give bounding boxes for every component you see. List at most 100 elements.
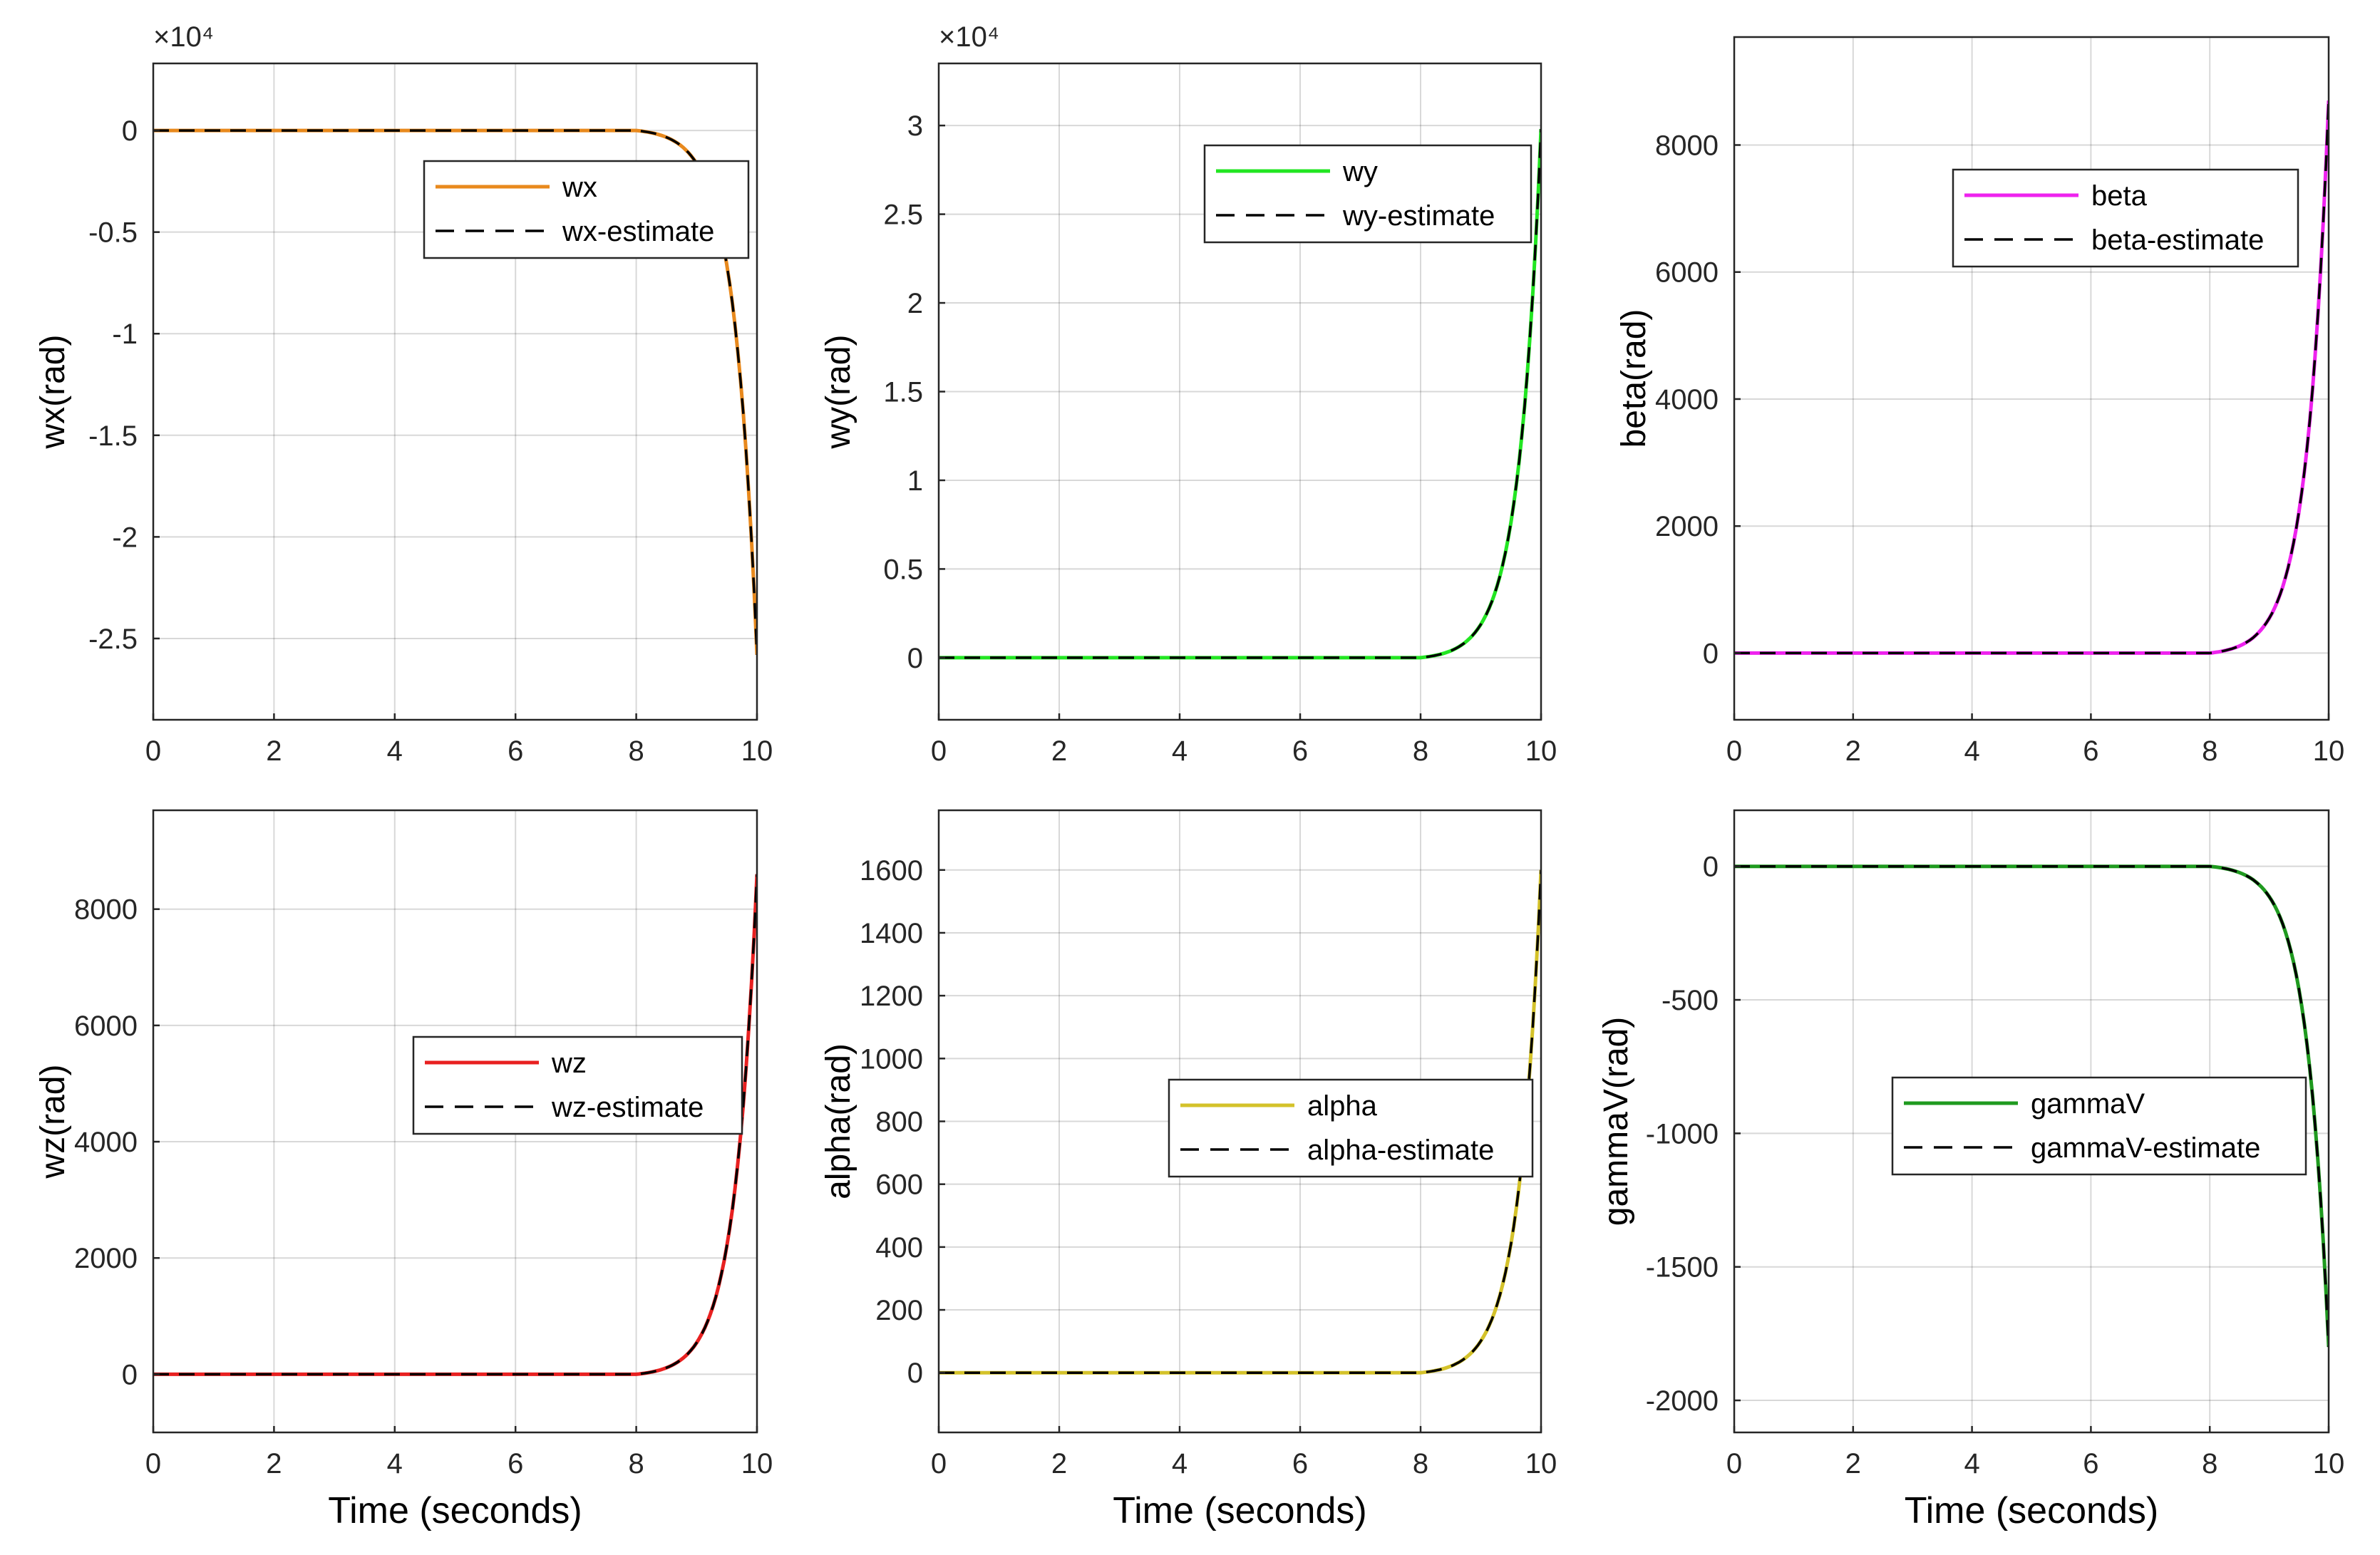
y-tick-label: 1400 xyxy=(860,918,923,949)
series-line-wy-estimate xyxy=(939,129,1541,659)
y-tick-label: 0.5 xyxy=(883,554,923,585)
y-axis-label: wx(rad) xyxy=(34,334,72,449)
axes-box xyxy=(1733,36,2330,721)
legend-label-wy: wy xyxy=(1342,156,1378,187)
legend-label-beta: beta xyxy=(2091,180,2148,212)
y-tick-label: 1000 xyxy=(860,1043,923,1075)
x-tick-label: 4 xyxy=(1964,1448,1979,1479)
legend-label-wx: wx xyxy=(562,172,597,203)
subplot-beta: 0 2 4 6 8 1002000400060008000beta(rad)betabet… xyxy=(1615,36,2344,767)
x-tick-label: 6 xyxy=(2083,1448,2098,1479)
y-tick-label: 2000 xyxy=(74,1243,138,1274)
y-tick-label: 1600 xyxy=(860,855,923,887)
y-tick-label: 4000 xyxy=(1655,384,1719,415)
x-tick-label: 6 xyxy=(1292,1448,1308,1479)
y-tick-label: -1.5 xyxy=(88,420,138,452)
legend-label-wz: wz xyxy=(551,1048,587,1079)
y-tick-label: -500 xyxy=(1662,985,1719,1016)
x-tick-label: 10 xyxy=(741,1448,773,1479)
legend-box xyxy=(1891,1076,2307,1176)
x-tick-label: 6 xyxy=(508,1448,523,1479)
legend: wx wx-estimate xyxy=(423,160,750,259)
legend: wz wz-estimate xyxy=(412,1035,743,1135)
y-tick-label: 600 xyxy=(875,1169,923,1201)
x-tick-label: 6 xyxy=(508,735,523,767)
y-tick-label: 2000 xyxy=(1655,511,1719,542)
series-line-gammaV-estimate xyxy=(1734,864,2329,1348)
x-tick-label: 4 xyxy=(1964,735,1979,767)
y-exponent-label: ×10⁴ xyxy=(939,21,999,53)
y-tick-label: 0 xyxy=(907,1358,923,1389)
x-tick-label: 8 xyxy=(1413,735,1428,767)
x-tick-label: 2 xyxy=(1845,1448,1861,1479)
x-tick-label: 10 xyxy=(2313,1448,2345,1479)
x-tick-label: 8 xyxy=(2202,1448,2217,1479)
y-tick-label: -0.5 xyxy=(88,217,138,249)
y-tick-label: 800 xyxy=(875,1107,923,1138)
legend-box xyxy=(412,1035,743,1135)
x-tick-label: 2 xyxy=(1051,1448,1067,1479)
x-tick-label: 6 xyxy=(2083,735,2098,767)
y-axis-label: beta(rad) xyxy=(1615,309,1653,448)
x-tick-label: 0 xyxy=(145,735,161,767)
legend-label-wz-estimate: wz-estimate xyxy=(551,1092,704,1123)
legend-box xyxy=(1203,144,1532,244)
x-tick-label: 0 xyxy=(1726,735,1742,767)
y-tick-label: 0 xyxy=(907,643,923,674)
y-exponent-label: ×10⁴ xyxy=(153,21,214,53)
y-tick-label: 1 xyxy=(907,465,923,497)
subplot-wy: 0 2 4 6 8 10 0 0.5 1 1.5 2 2.5 3 ×10⁴ wy(rad) wy wy-esti… xyxy=(820,21,1557,767)
axes-box xyxy=(152,62,758,721)
legend-label-wx-estimate: wx-estimate xyxy=(562,216,714,247)
legend-box xyxy=(423,160,750,259)
x-tick-label: 4 xyxy=(387,1448,403,1479)
x-tick-label: 10 xyxy=(1525,1448,1557,1479)
y-tick-label: -1 xyxy=(112,319,138,350)
y-tick-label: 400 xyxy=(875,1232,923,1264)
x-axis-label: Time (seconds) xyxy=(328,1490,582,1531)
legend: wy wy-estimate xyxy=(1203,144,1532,244)
x-tick-label: 0 xyxy=(1726,1448,1742,1479)
y-tick-label: 4000 xyxy=(74,1127,138,1158)
x-tick-label: 4 xyxy=(387,735,403,767)
x-tick-label: 0 xyxy=(931,735,947,767)
x-tick-label: 10 xyxy=(741,735,773,767)
x-axis-label: Time (seconds) xyxy=(1113,1490,1366,1531)
x-axis-label: Time (seconds) xyxy=(1905,1490,2158,1531)
y-tick-label: 200 xyxy=(875,1295,923,1326)
series-line-beta-estimate xyxy=(1734,100,2329,655)
legend-label-alpha-estimate: alpha-estimate xyxy=(1307,1135,1494,1166)
subplot-wz: 0 2 4 6 8 10 0 2000 4000 6000 8000 wz(rad) Time (sec… xyxy=(34,809,773,1531)
subplot-alpha: 0 2 4 6 8 10 0 200 400 600 800 1000 1200 1400 1600 alph… xyxy=(820,809,1557,1531)
legend-label-wy-estimate: wy-estimate xyxy=(1342,200,1495,232)
y-axis-label: wz(rad) xyxy=(34,1064,72,1179)
y-tick-label: 6000 xyxy=(1655,257,1719,289)
x-tick-label: 8 xyxy=(1413,1448,1428,1479)
y-tick-label: -2.5 xyxy=(88,624,138,655)
x-tick-label: 6 xyxy=(1292,735,1308,767)
x-tick-label: 0 xyxy=(145,1448,161,1479)
y-tick-label: 1.5 xyxy=(883,377,923,408)
y-tick-label: -2000 xyxy=(1646,1385,1719,1417)
y-axis-label: alpha(rad) xyxy=(820,1043,857,1199)
y-tick-label: 1200 xyxy=(860,981,923,1012)
subplot-wx: 0 2 4 6 8 10 0 -0.5 -1 -1.5 -2 -2.5 ×10⁴ wx(rad) wx wx-… xyxy=(34,21,773,767)
y-tick-label: 6000 xyxy=(74,1011,138,1042)
x-tick-label: 8 xyxy=(628,735,644,767)
legend: beta beta-estimate xyxy=(1952,168,2299,268)
subplot-gammaV: 0 2 4 6 8 10 0 -500 -1000 -1500 -2000 gammaV(rad) Ti… xyxy=(1597,809,2345,1531)
y-tick-label: 8000 xyxy=(1655,130,1719,161)
x-tick-label: 10 xyxy=(1525,735,1557,767)
x-tick-label: 2 xyxy=(1051,735,1067,767)
axes-box xyxy=(152,809,758,1434)
y-axis-label: wy(rad) xyxy=(820,334,857,449)
legend-label-gammaV: gammaV xyxy=(2031,1088,2145,1120)
legend-box xyxy=(1952,168,2299,268)
x-tick-label: 8 xyxy=(628,1448,644,1479)
y-tick-label: -1500 xyxy=(1646,1252,1719,1283)
legend: alpha alpha-estimate xyxy=(1168,1078,1534,1178)
legend-label-gammaV-estimate: gammaV-estimate xyxy=(2031,1132,2260,1164)
y-tick-label: -2 xyxy=(112,522,138,553)
y-tick-label: 8000 xyxy=(74,894,138,926)
